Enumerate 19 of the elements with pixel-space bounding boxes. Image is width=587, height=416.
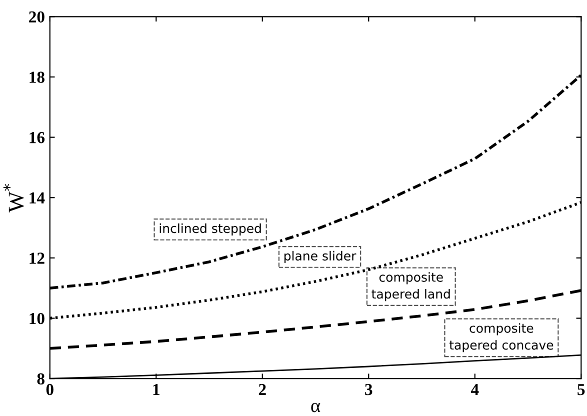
y-tick-label: 20 bbox=[29, 11, 44, 23]
annotation: inclined stepped bbox=[160, 223, 261, 236]
y-tick-label: 14 bbox=[30, 192, 45, 204]
annotation: composite tapered concave bbox=[449, 323, 554, 352]
x-tick-label: 2 bbox=[258, 384, 266, 395]
y-axis-title: W$^{*}$ bbox=[3, 184, 24, 212]
y-tick-label: 10 bbox=[30, 312, 44, 324]
x-axis-title: α bbox=[311, 402, 320, 412]
x-tick-label: 1 bbox=[153, 384, 160, 395]
x-tick-label: 3 bbox=[365, 384, 372, 396]
y-tick-label: 12 bbox=[30, 252, 44, 264]
y-tick-label: 18 bbox=[30, 72, 44, 83]
y-tick-label: 8 bbox=[37, 373, 44, 385]
x-tick-label: 5 bbox=[578, 384, 585, 396]
y-tick-label: 16 bbox=[30, 132, 45, 144]
x-tick-label: 0 bbox=[46, 384, 54, 396]
annotation: plane slider bbox=[284, 250, 356, 264]
x-tick-label: 4 bbox=[470, 384, 479, 395]
annotation: composite tapered land bbox=[372, 272, 450, 302]
